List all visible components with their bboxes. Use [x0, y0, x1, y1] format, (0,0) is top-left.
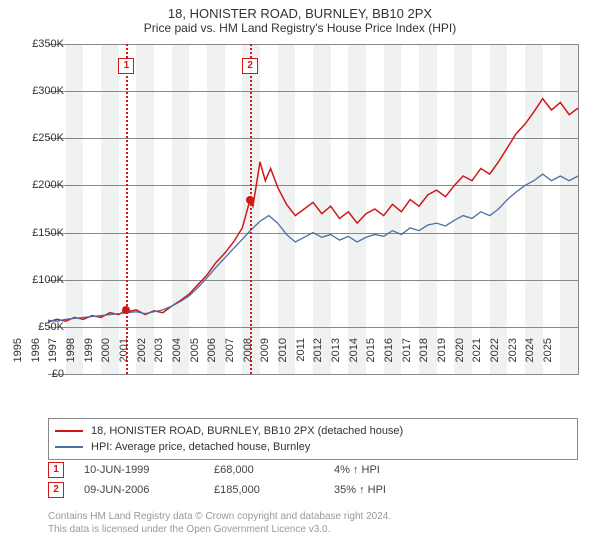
transaction-row: 1 10-JUN-1999 £68,000 4% ↑ HPI	[48, 460, 404, 480]
x-tick-label: 2004	[171, 338, 183, 378]
footer-attribution: Contains HM Land Registry data © Crown c…	[48, 510, 391, 536]
x-tick-label: 2019	[436, 338, 448, 378]
x-tick-label: 2017	[401, 338, 413, 378]
legend: 18, HONISTER ROAD, BURNLEY, BB10 2PX (de…	[48, 418, 578, 460]
x-tick-label: 2014	[348, 338, 360, 378]
x-tick-label: 2015	[365, 338, 377, 378]
y-tick-label: £200K	[32, 179, 64, 191]
x-tick-label: 2002	[136, 338, 148, 378]
transaction-badge: 1	[48, 462, 64, 478]
x-tick-label: 2023	[507, 338, 519, 378]
legend-label: HPI: Average price, detached house, Burn…	[91, 441, 310, 453]
x-tick-label: 2010	[277, 338, 289, 378]
transaction-price: £185,000	[214, 484, 334, 496]
legend-label: 18, HONISTER ROAD, BURNLEY, BB10 2PX (de…	[91, 425, 403, 437]
x-tick-label: 2011	[295, 338, 307, 378]
x-tick-label: 2003	[153, 338, 165, 378]
transaction-badge: 2	[48, 482, 64, 498]
y-tick-label: £150K	[32, 227, 64, 239]
x-tick-label: 2022	[489, 338, 501, 378]
transaction-diff: 35% ↑ HPI	[334, 484, 404, 496]
transaction-diff: 4% ↑ HPI	[334, 464, 404, 476]
x-tick-label: 2000	[100, 338, 112, 378]
transaction-price: £68,000	[214, 464, 334, 476]
marker-badge: 1	[118, 58, 134, 74]
x-tick-label: 1995	[12, 338, 24, 378]
marker-dot	[246, 196, 254, 204]
transaction-date: 09-JUN-2006	[84, 484, 214, 496]
transaction-date: 10-JUN-1999	[84, 464, 214, 476]
x-tick-label: 2018	[418, 338, 430, 378]
x-tick-label: 2012	[312, 338, 324, 378]
legend-item: HPI: Average price, detached house, Burn…	[55, 439, 571, 455]
x-tick-label: 2024	[524, 338, 536, 378]
legend-swatch	[55, 430, 83, 432]
legend-item: 18, HONISTER ROAD, BURNLEY, BB10 2PX (de…	[55, 423, 571, 439]
y-tick-label: £350K	[32, 38, 64, 50]
x-tick-label: 2007	[224, 338, 236, 378]
marker-line	[250, 44, 252, 374]
x-tick-label: 2025	[542, 338, 554, 378]
chart-subtitle: Price paid vs. HM Land Registry's House …	[0, 21, 600, 39]
transaction-row: 2 09-JUN-2006 £185,000 35% ↑ HPI	[48, 480, 404, 500]
transactions-table: 1 10-JUN-1999 £68,000 4% ↑ HPI 2 09-JUN-…	[48, 460, 404, 500]
x-tick-label: 2016	[383, 338, 395, 378]
marker-dot	[122, 306, 130, 314]
marker-badge: 2	[242, 58, 258, 74]
x-tick-label: 1998	[65, 338, 77, 378]
footer-line: Contains HM Land Registry data © Crown c…	[48, 510, 391, 523]
y-tick-label: £50K	[38, 321, 64, 333]
chart-title: 18, HONISTER ROAD, BURNLEY, BB10 2PX	[0, 0, 600, 21]
x-tick-label: 1996	[30, 338, 42, 378]
legend-swatch	[55, 446, 83, 448]
x-tick-label: 1999	[83, 338, 95, 378]
x-tick-label: 1997	[47, 338, 59, 378]
marker-line	[126, 44, 128, 374]
x-tick-label: 2021	[471, 338, 483, 378]
x-tick-label: 2020	[454, 338, 466, 378]
footer-line: This data is licensed under the Open Gov…	[48, 523, 391, 536]
x-tick-label: 2009	[259, 338, 271, 378]
x-tick-label: 2013	[330, 338, 342, 378]
x-tick-label: 2005	[189, 338, 201, 378]
y-tick-label: £250K	[32, 132, 64, 144]
y-tick-label: £100K	[32, 274, 64, 286]
x-tick-label: 2006	[206, 338, 218, 378]
y-tick-label: £300K	[32, 85, 64, 97]
